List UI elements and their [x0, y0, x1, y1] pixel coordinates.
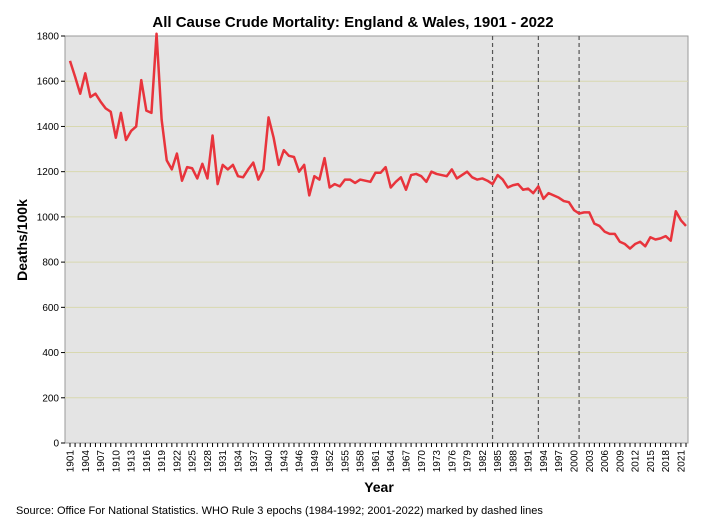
x-tick-label: 1913: [127, 450, 138, 473]
x-tick-label: 2009: [615, 450, 626, 473]
y-tick-label: 600: [42, 303, 59, 314]
x-tick-label: 1901: [66, 450, 77, 473]
y-tick-label: 1400: [37, 122, 60, 133]
y-tick-label: 200: [42, 393, 59, 404]
y-tick-label: 0: [53, 439, 59, 450]
plot-area: [64, 35, 689, 444]
x-tick-label: 2003: [585, 450, 596, 473]
x-tick-label: 1991: [524, 450, 535, 473]
x-tick-label: 1973: [432, 450, 443, 473]
epoch-markers: [491, 36, 580, 443]
x-tick-label: 1976: [447, 450, 458, 473]
x-tick-label: 1994: [539, 450, 550, 473]
x-tick-label: 1928: [203, 450, 214, 473]
x-tick-label: 1919: [157, 450, 168, 473]
x-tick-label: 2000: [570, 450, 581, 473]
x-tick-label: 1949: [310, 450, 321, 473]
x-tick-label: 1916: [142, 450, 153, 473]
chart-title: All Cause Crude Mortality: England & Wal…: [152, 14, 553, 31]
x-tick-label: 2015: [646, 450, 657, 473]
x-axis-title: Year: [364, 479, 394, 495]
x-tick-label: 2012: [631, 450, 642, 473]
x-tick-label: 1970: [417, 450, 428, 473]
x-tick-label: 1907: [96, 450, 107, 473]
x-tick-label: 1943: [279, 450, 290, 473]
series-layer: [68, 32, 687, 250]
x-tick-label: 1934: [234, 450, 245, 473]
y-tick-label: 1600: [37, 77, 60, 88]
x-tick-label: 1997: [554, 450, 565, 473]
x-tick-label: 2018: [661, 450, 672, 473]
x-tick-label: 1940: [264, 450, 275, 473]
x-tick-label: 1922: [172, 450, 183, 473]
x-tick-label: 1946: [295, 450, 306, 473]
x-tick-label: 1910: [111, 450, 122, 473]
x-axis: 1901 1904 1907 1910 1913 1916 1919 1922 1925 1928…: [66, 443, 687, 473]
y-tick-label: 1000: [37, 212, 60, 223]
source-note: Source: Office For National Statistics. …: [16, 505, 543, 517]
x-tick-label: 1982: [478, 450, 489, 473]
x-tick-label: 1937: [249, 450, 260, 473]
x-tick-label: 2021: [676, 450, 687, 473]
x-tick-label: 1955: [340, 450, 351, 473]
x-tick-label: 1985: [493, 450, 504, 473]
y-axis: 0 200 400 600 800 1000 1200 1400 1600 1800: [37, 32, 65, 450]
y-tick-label: 400: [42, 348, 59, 359]
x-tick-label: 1931: [218, 450, 229, 473]
x-tick-label: 1979: [463, 450, 474, 473]
x-tick-label: 1961: [371, 450, 382, 473]
y-tick-label: 1800: [37, 32, 60, 43]
x-tick-label: 1988: [508, 450, 519, 473]
y-tick-label: 1200: [37, 167, 60, 178]
x-tick-label: 1925: [188, 450, 199, 473]
x-tick-label: 2006: [600, 450, 611, 473]
x-tick-label: 1904: [81, 450, 92, 473]
mortality-series-line: [68, 32, 687, 250]
x-tick-label: 1952: [325, 450, 336, 473]
x-tick-label: 1964: [386, 450, 397, 473]
x-tick-label: 1958: [356, 450, 367, 473]
x-tick-label: 1967: [402, 450, 413, 473]
y-tick-label: 800: [42, 258, 59, 269]
y-axis-title: Deaths/100k: [14, 199, 30, 281]
